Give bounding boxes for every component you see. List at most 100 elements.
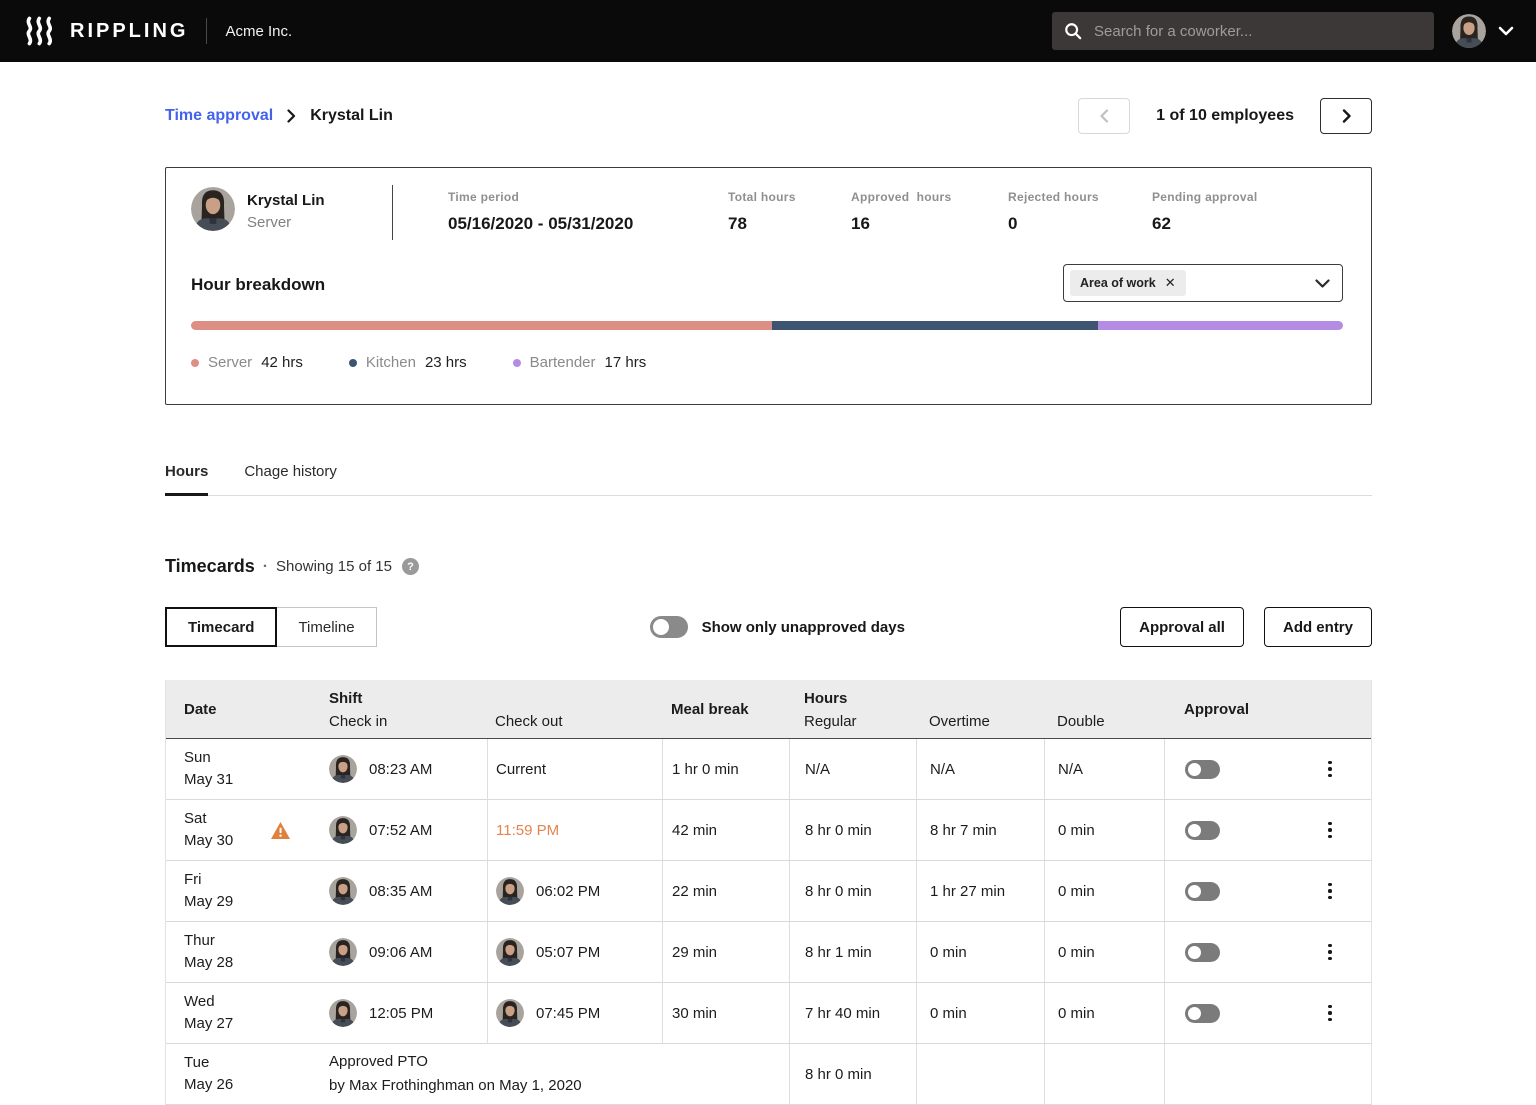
row-weekday: Tue <box>184 1054 210 1071</box>
header-double: Double <box>1057 713 1105 730</box>
legend-name: Kitchen <box>365 354 416 371</box>
legend-hours: 23 hrs <box>424 354 467 371</box>
approval-toggle[interactable] <box>1185 759 1220 779</box>
regular-hours-cell: 8 hr 0 min <box>789 1044 916 1104</box>
header-check-in: Check in <box>329 713 388 730</box>
view-option-timecard[interactable]: Timecard <box>165 607 278 647</box>
next-employee-button[interactable] <box>1320 98 1372 134</box>
row-menu-cell <box>1289 800 1371 860</box>
header-shift: Shift <box>329 690 363 707</box>
search-icon <box>1065 23 1082 40</box>
approval-toggle[interactable] <box>1185 1003 1220 1023</box>
legend-item: Kitchen 23 hrs <box>348 354 467 371</box>
regular-hours-cell: N/A <box>789 739 916 799</box>
regular-hours-cell: 7 hr 40 min <box>789 983 916 1043</box>
coworker-search[interactable] <box>1052 12 1434 50</box>
card-divider <box>392 185 393 240</box>
legend-name: Server <box>208 354 253 371</box>
timecards-toolbar: Timecard Timeline Show only unapproved da… <box>165 607 1372 647</box>
stat-label: Rejected hours <box>1008 190 1099 204</box>
approval-toggle[interactable] <box>1185 820 1220 840</box>
chip-remove-icon[interactable]: ✕ <box>1164 275 1176 290</box>
check-out-time: 05:07 PM <box>536 943 601 961</box>
legend-hours: 42 hrs <box>261 354 303 371</box>
row-menu-kebab-icon[interactable] <box>1324 816 1336 844</box>
stat-value: 16 <box>851 214 870 233</box>
summary-stat: Pending approval 62 <box>1152 190 1257 234</box>
row-weekday: Thur <box>184 932 215 949</box>
chip-label: Area of work <box>1080 276 1156 290</box>
pto-title: Approved PTO <box>329 1053 428 1070</box>
summary-stat: Time period 05/16/2020 - 05/31/2020 <box>448 190 633 234</box>
regular-hours-value: 8 hr 0 min <box>805 1065 872 1083</box>
approval-toggle[interactable] <box>1185 942 1220 962</box>
help-icon[interactable]: ? <box>401 558 419 575</box>
search-input[interactable] <box>1092 21 1422 41</box>
double-hours-cell: 0 min <box>1044 922 1164 982</box>
double-hours-cell: N/A <box>1044 739 1164 799</box>
approval-all-button[interactable]: Approval all <box>1120 607 1244 647</box>
approval-cell <box>1164 983 1289 1043</box>
double-hours-value: 0 min <box>1058 882 1095 900</box>
header-hours: Hours <box>804 690 848 707</box>
breadcrumb-time-approval-link[interactable]: Time approval <box>165 107 274 124</box>
check-out-cell: Current <box>487 739 662 799</box>
legend-dot-icon <box>512 358 521 367</box>
overtime-hours-cell: 0 min <box>916 922 1044 982</box>
row-menu-cell <box>1289 1044 1371 1104</box>
header-regular: Regular <box>804 713 857 730</box>
tab-chage-history[interactable]: Chage history <box>244 463 337 480</box>
legend-hours: 17 hrs <box>604 354 647 371</box>
check-in-time: 09:06 AM <box>369 943 433 961</box>
legend-item: Server 42 hrs <box>191 354 303 371</box>
approval-cell <box>1164 739 1289 799</box>
add-entry-button[interactable]: Add entry <box>1263 607 1372 647</box>
row-weekday: Sun <box>184 749 211 766</box>
view-mode-segmented-control: Timecard Timeline <box>165 607 377 647</box>
show-unapproved-toggle[interactable] <box>649 616 688 638</box>
stat-value: 78 <box>728 214 747 233</box>
area-of-work-select[interactable]: Area of work ✕ <box>1063 264 1343 302</box>
row-menu-kebab-icon[interactable] <box>1324 938 1336 966</box>
meal-break-cell: 42 min <box>662 800 789 860</box>
double-hours-cell <box>1044 1044 1164 1104</box>
row-menu-cell <box>1289 861 1371 921</box>
employee-avatar <box>329 999 357 1027</box>
row-weekday: Wed <box>184 993 215 1010</box>
meal-break-value: 22 min <box>672 882 718 900</box>
top-navigation-bar: RIPPLING Acme Inc. <box>0 0 1536 62</box>
tab-hours[interactable]: Hours <box>165 463 209 496</box>
double-hours-cell: 0 min <box>1044 861 1164 921</box>
previous-employee-button[interactable] <box>1078 98 1131 134</box>
overtime-hours-cell: 8 hr 7 min <box>916 800 1044 860</box>
timecards-separator: · <box>262 557 269 575</box>
stat-value: 0 <box>1008 214 1018 233</box>
employee-pager: 1 of 10 employees <box>1078 98 1372 134</box>
date-cell: Wed May 27 <box>166 983 329 1043</box>
check-in-cell: 08:35 AM <box>329 861 487 921</box>
summary-stat: Rejected hours 0 <box>1008 190 1099 234</box>
view-option-timeline[interactable]: Timeline <box>276 607 377 647</box>
check-in-cell: 09:06 AM <box>329 922 487 982</box>
row-date: May 27 <box>184 1015 234 1032</box>
stat-label: Total hours <box>728 190 796 204</box>
section-tabs: Hours Chage history <box>165 463 1372 496</box>
row-menu-kebab-icon[interactable] <box>1324 755 1336 783</box>
row-menu-kebab-icon[interactable] <box>1324 877 1336 905</box>
unapproved-filter-group: Show only unapproved days <box>649 616 905 638</box>
check-out-time: Current <box>496 760 547 778</box>
pager-label: 1 of 10 employees <box>1156 107 1294 124</box>
employee-avatar <box>329 755 357 783</box>
regular-hours-value: 8 hr 0 min <box>805 821 872 839</box>
row-menu-cell <box>1289 922 1371 982</box>
row-menu-kebab-icon[interactable] <box>1324 999 1336 1027</box>
approval-toggle[interactable] <box>1185 881 1220 901</box>
date-cell: Fri May 29 <box>166 861 329 921</box>
summary-stats: Time period 05/16/2020 - 05/31/2020 Tota… <box>166 168 1371 258</box>
user-avatar[interactable] <box>1452 14 1486 48</box>
header-check-out: Check out <box>495 713 563 730</box>
date-cell: Thur May 28 <box>166 922 329 982</box>
account-menu-chevron-down-icon[interactable] <box>1498 26 1514 36</box>
row-weekday: Sat <box>184 810 207 827</box>
summary-stat: Total hours 78 <box>728 190 796 234</box>
